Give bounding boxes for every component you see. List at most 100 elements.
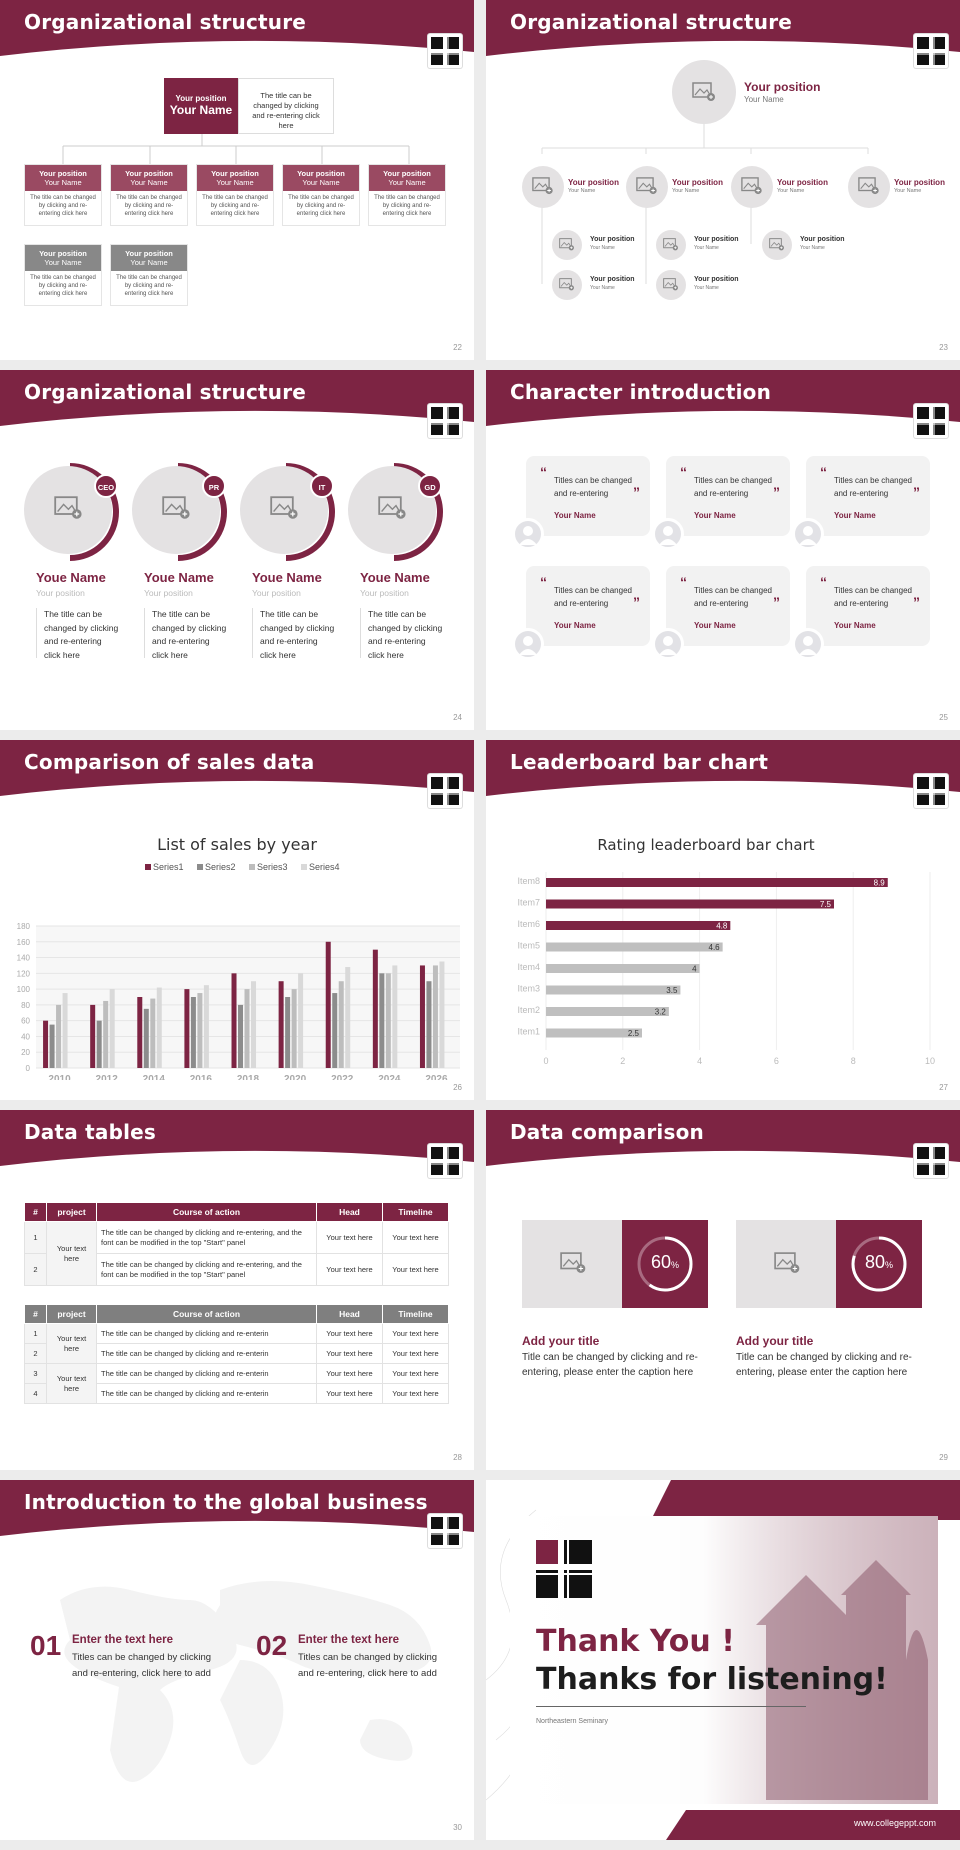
member-name: Youe Name — [144, 570, 214, 585]
x-tick-label: 4 — [697, 1056, 702, 1066]
bar — [49, 1024, 55, 1068]
table-row[interactable]: 3 Your text here The title can be changed … — [24, 1363, 449, 1404]
bar — [546, 942, 723, 952]
slide-25[interactable]: Character introduction 25 “” Titles can b… — [486, 370, 960, 730]
percentage-unit: % — [671, 1260, 680, 1270]
data-table: # project Course of action Head Timeline 1 You… — [24, 1304, 449, 1404]
quote-card[interactable]: “ ” Titles can be changed and re-entering Y… — [806, 456, 930, 536]
org-member-box[interactable]: Your position Your Name The title can be c… — [282, 164, 360, 226]
action-cell: The title can be changed by clicking and… — [96, 1343, 317, 1364]
member-position: Your position — [39, 249, 87, 258]
x-tick-label: 6 — [774, 1056, 779, 1066]
quote-card[interactable]: “ ” Titles can be changed and re-entering Y… — [526, 456, 650, 536]
table-row[interactable]: 2 The title can be changed by clicking an… — [24, 1343, 449, 1364]
bar — [231, 973, 237, 1068]
timeline-cell: Your text here — [382, 1323, 449, 1344]
page-number: 25 — [939, 713, 948, 722]
divider — [360, 608, 361, 658]
x-tick-label: 0 — [543, 1056, 548, 1066]
org-member-box[interactable]: Your position Your Name The title can be c… — [24, 244, 102, 306]
progress-ring — [637, 1236, 693, 1292]
logo-icon — [428, 34, 462, 68]
thank-you-background — [486, 1480, 960, 1840]
image-placeholder-icon — [692, 82, 715, 101]
y-tick-label: 80 — [21, 1001, 30, 1010]
brand-logo-icon — [536, 1540, 592, 1603]
person-icon — [799, 526, 817, 545]
bar — [298, 973, 304, 1068]
website-url[interactable]: www.collegeppt.com — [853, 1818, 936, 1828]
member-position: Your position — [36, 588, 85, 598]
org-sub-name: Your Name — [800, 245, 825, 251]
item-heading: Enter the text here — [298, 1634, 399, 1646]
table-row[interactable]: 4 The title can be changed by clicking an… — [24, 1383, 449, 1404]
timeline-cell: Your text here — [382, 1363, 449, 1384]
table-row[interactable]: 2 The title can be changed by clicking an… — [24, 1253, 449, 1286]
quote-card[interactable]: “ ” Titles can be changed and re-entering Y… — [666, 566, 790, 646]
person-icon — [519, 526, 537, 545]
x-tick-label: 10 — [925, 1056, 935, 1066]
logo-icon — [914, 404, 948, 438]
org-member-box[interactable]: Your position Your Name The title can be c… — [110, 164, 188, 226]
page-number: 30 — [453, 1823, 462, 1832]
slide-26[interactable]: Comparison of sales data List of sales b… — [0, 740, 474, 1100]
slide-31[interactable]: Thank You ! Thanks for listening! Northe… — [486, 1480, 960, 1840]
slide-23[interactable]: Organizational structure Your position Y… — [486, 0, 960, 360]
image-placeholder-icon — [559, 238, 574, 251]
quote-open-icon: “ — [680, 464, 687, 480]
org-member-box[interactable]: Your position Your Name The title can be c… — [110, 244, 188, 306]
member-desc: The title can be changed by clicking and… — [152, 609, 227, 660]
bar — [285, 997, 291, 1068]
member-name: Youe Name — [252, 570, 322, 585]
slide-30[interactable]: Introduction to the global business 30 0… — [0, 1480, 474, 1840]
quote-author: Your Name — [694, 621, 736, 630]
slide-29[interactable]: Data comparison 29 60% Add your title Titl… — [486, 1110, 960, 1470]
org-top-box[interactable]: Your position Your Name — [164, 78, 238, 134]
avatar — [652, 628, 684, 660]
head-cell: Your text here — [316, 1343, 383, 1364]
quote-card[interactable]: “ ” Titles can be changed and re-entering Y… — [806, 566, 930, 646]
image-placeholder-icon — [663, 238, 678, 251]
table-row[interactable]: 1 Your text here The title can be changed … — [24, 1221, 449, 1286]
org-member-box[interactable]: Your position Your Name The title can be c… — [24, 164, 102, 226]
org-avatar — [626, 166, 668, 208]
bar — [426, 981, 432, 1068]
bar — [291, 989, 297, 1068]
org-member-box[interactable]: Your position Your Name The title can be c… — [196, 164, 274, 226]
quote-author: Your Name — [834, 511, 876, 520]
page-number: 28 — [453, 1453, 462, 1462]
slide-24[interactable]: Organizational structure 24 CEO Youe Name… — [0, 370, 474, 730]
item-desc: Title can be changed by clicking and re-… — [522, 1352, 698, 1378]
item-title: Add your title — [522, 1334, 600, 1348]
slide-22[interactable]: Organizational structure Your position Y… — [0, 0, 474, 360]
quote-card[interactable]: “ ” Titles can be changed and re-entering Y… — [666, 456, 790, 536]
x-tick-label: 2012 — [96, 1074, 119, 1080]
member-header: Your position Your Name — [111, 245, 187, 271]
header-band — [0, 0, 474, 56]
legend-label: Series3 — [257, 862, 288, 872]
member-header: Your position Your Name — [283, 165, 359, 191]
org-top-name: Your Name — [169, 103, 233, 117]
quote-text: Titles can be changed and re-entering — [834, 476, 912, 498]
page-number: 23 — [939, 343, 948, 352]
y-tick-label: 100 — [17, 985, 31, 994]
logo-icon — [428, 774, 462, 808]
slide-28[interactable]: Data tables # project Course of action Head… — [0, 1110, 474, 1470]
member-desc: The title can be changed by clicking and… — [260, 609, 335, 660]
quote-card[interactable]: “ ” Titles can be changed and re-entering Y… — [526, 566, 650, 646]
bar — [90, 1004, 96, 1068]
data-label: 2.5 — [628, 1029, 640, 1038]
category-label: Item3 — [517, 984, 540, 994]
category-label: Item1 — [517, 1027, 540, 1037]
org-name: Your Name — [777, 188, 805, 194]
logo-icon — [428, 1144, 462, 1178]
slide-27[interactable]: Leaderboard bar chart Rating leaderboard… — [486, 740, 960, 1100]
data-label: 4.8 — [716, 922, 728, 931]
org-member-box[interactable]: Your position Your Name The title can be c… — [368, 164, 446, 226]
image-placeholder — [736, 1220, 836, 1308]
table-row[interactable]: 1 Your text here The title can be changed … — [24, 1323, 449, 1364]
quote-close-icon: ” — [633, 594, 640, 610]
member-name: Your Name — [388, 178, 426, 187]
table-header-cell: Timeline — [382, 1202, 449, 1222]
bar — [372, 949, 378, 1068]
